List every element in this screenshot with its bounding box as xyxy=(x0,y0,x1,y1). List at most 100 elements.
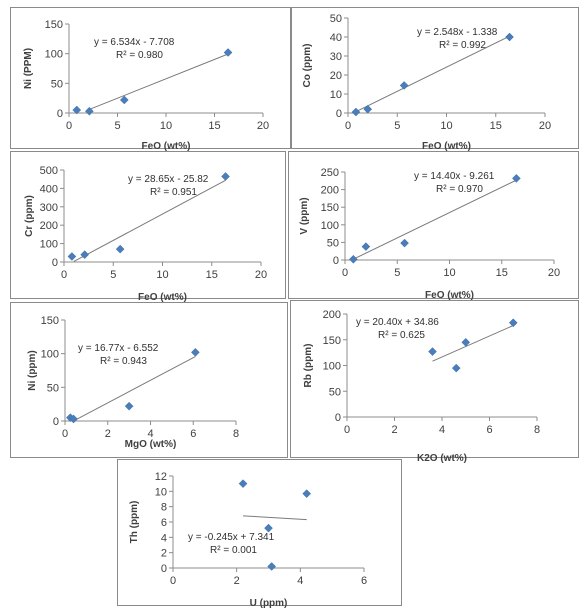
x-tick-label: 10 xyxy=(440,120,452,132)
y-tick-label: 200 xyxy=(323,309,341,321)
chart-v-feo: 0 50 100 150 200 250 0 5 10 15 20 FeO (wt%) V (ppm) y… xyxy=(299,167,560,301)
data-point xyxy=(363,104,373,114)
x-tick-label: 0 xyxy=(61,269,67,281)
x-tick-label: 10 xyxy=(443,267,455,279)
r-squared-label: R² = 0.625 xyxy=(378,330,425,341)
chart-ni-mgo: 0 50 100 150 0 2 4 6 8 MgO (wt%) Ni (ppm) y = 16.77… xyxy=(27,315,239,450)
y-tick-label: 0 xyxy=(336,108,342,120)
y-tick-label: 4 xyxy=(161,532,167,544)
trendline-equation: y = 6.534x - 7.708 xyxy=(94,37,175,48)
x-tick-label: 15 xyxy=(496,267,508,279)
x-tick-label: 0 xyxy=(345,120,351,132)
x-axis-title: FeO (wt%) xyxy=(142,141,191,152)
data-point xyxy=(400,238,409,248)
y-axis-title: Ni (PPM) xyxy=(23,48,34,89)
data-point xyxy=(67,252,77,261)
trendline xyxy=(353,35,510,114)
r-squared-label: R² = 0.992 xyxy=(439,40,486,51)
chart-panel-rb-k2o: 0 50 100 150 200 0 2 4 6 8 K2O (wt%) Rb (ppm) y = 20… xyxy=(290,300,579,464)
data-point xyxy=(351,107,361,117)
y-tick-label: 100 xyxy=(321,220,339,232)
x-tick-label: 0 xyxy=(170,575,176,587)
data-point xyxy=(72,105,82,115)
trendline-equation: y = 28.65x - 25.82 xyxy=(128,174,209,185)
x-tick-label: 2 xyxy=(391,424,397,436)
x-tick-label: 20 xyxy=(257,120,269,132)
x-axis-title: FeO (wt%) xyxy=(138,292,187,303)
y-tick-label: 0 xyxy=(335,412,341,424)
trendline-equation: y = 2.548x - 1.338 xyxy=(417,27,498,38)
x-tick-label: 5 xyxy=(394,267,400,279)
x-tick-label: 15 xyxy=(490,120,502,132)
y-tick-label: 100 xyxy=(41,349,59,361)
y-tick-label: 150 xyxy=(45,19,63,31)
x-axis-title: MgO (wt%) xyxy=(125,439,177,450)
x-tick-label: 15 xyxy=(206,269,218,281)
y-tick-label: 10 xyxy=(155,486,167,498)
x-tick-label: 20 xyxy=(539,120,551,132)
x-axis-title: FeO (wt%) xyxy=(422,141,471,152)
y-tick-label: 150 xyxy=(41,315,59,327)
y-tick-label: 50 xyxy=(330,13,342,25)
y-tick-label: 30 xyxy=(330,51,342,63)
y-tick-label: 40 xyxy=(330,32,342,44)
trendline xyxy=(88,53,229,111)
y-tick-label: 20 xyxy=(330,70,342,82)
y-axis-title: Rb (ppm) xyxy=(303,344,314,388)
y-tick-label: 0 xyxy=(161,563,167,575)
data-point xyxy=(238,479,248,489)
chart-ni-feo: 0 50 100 150 0 5 10 15 20 FeO (wt%) Ni (PPM) y = 6.… xyxy=(23,19,269,152)
y-tick-label: 50 xyxy=(51,78,63,90)
data-point xyxy=(115,244,125,254)
trendline-equation: y = 14.40x - 9.261 xyxy=(414,171,495,182)
x-tick-label: 5 xyxy=(110,269,116,281)
y-tick-label: 150 xyxy=(323,335,341,347)
chart-panel-cr-feo: 0 100 200 300 400 500 0 5 10 15 20 FeO (wt%) Cr (ppm… xyxy=(10,151,286,303)
y-tick-label: 200 xyxy=(321,185,339,197)
y-tick-label: 200 xyxy=(40,220,58,232)
data-point xyxy=(223,48,233,57)
y-tick-label: 0 xyxy=(333,255,339,267)
chart-panel-ni-feo: 0 50 100 150 0 5 10 15 20 FeO (wt%) Ni (PPM) y = 6.… xyxy=(10,7,291,152)
y-axis-title: Th (ppm) xyxy=(129,501,140,544)
data-point xyxy=(461,337,471,347)
chart-panel-ni-mgo: 0 50 100 150 0 2 4 6 8 MgO (wt%) Ni (ppm) y = 16.77… xyxy=(10,302,288,458)
x-tick-label: 10 xyxy=(156,269,168,281)
y-axis-title: Ni (ppm) xyxy=(27,350,38,391)
y-tick-label: 0 xyxy=(57,108,63,120)
x-tick-label: 15 xyxy=(208,120,220,132)
x-tick-label: 5 xyxy=(394,120,400,132)
x-tick-label: 0 xyxy=(342,267,348,279)
y-tick-label: 250 xyxy=(321,167,339,179)
data-point xyxy=(124,401,134,411)
y-axis-title: V (ppm) xyxy=(299,197,310,234)
x-tick-label: 6 xyxy=(361,575,367,587)
chart-cr-feo: 0 100 200 300 400 500 0 5 10 15 20 FeO (wt%) Cr (ppm… xyxy=(24,165,267,303)
chart-panel-th-u: 0 2 4 6 8 10 12 0 2 4 6 U (ppm) Th (ppm) y = -0.245x … xyxy=(117,459,402,609)
x-tick-label: 6 xyxy=(190,428,196,440)
data-point xyxy=(512,173,521,183)
x-axis-title: FeO (wt%) xyxy=(425,290,474,301)
y-tick-label: 100 xyxy=(45,49,63,61)
x-tick-label: 8 xyxy=(233,428,239,440)
x-axis-title: U (ppm) xyxy=(250,598,288,609)
x-tick-label: 4 xyxy=(439,424,445,436)
r-squared-label: R² = 0.951 xyxy=(150,187,197,198)
x-tick-label: 2 xyxy=(234,575,240,587)
x-tick-label: 5 xyxy=(114,120,120,132)
data-point xyxy=(349,254,358,264)
trendline xyxy=(73,179,226,262)
x-tick-label: 4 xyxy=(297,575,303,587)
data-point xyxy=(80,250,90,259)
y-tick-label: 0 xyxy=(52,257,58,269)
y-tick-label: 100 xyxy=(323,361,341,373)
y-tick-label: 2 xyxy=(161,548,167,560)
trendline-equation: y = 16.77x - 6.552 xyxy=(78,343,159,354)
chart-th-u: 0 2 4 6 8 10 12 0 2 4 6 U (ppm) Th (ppm) y = -0.245x … xyxy=(129,471,367,609)
y-tick-label: 50 xyxy=(329,386,341,398)
trendline xyxy=(73,356,196,422)
x-tick-label: 0 xyxy=(344,424,350,436)
trendline-equation: y = 20.40x + 34.86 xyxy=(356,317,439,328)
trendline xyxy=(432,325,514,362)
data-point xyxy=(191,347,200,357)
